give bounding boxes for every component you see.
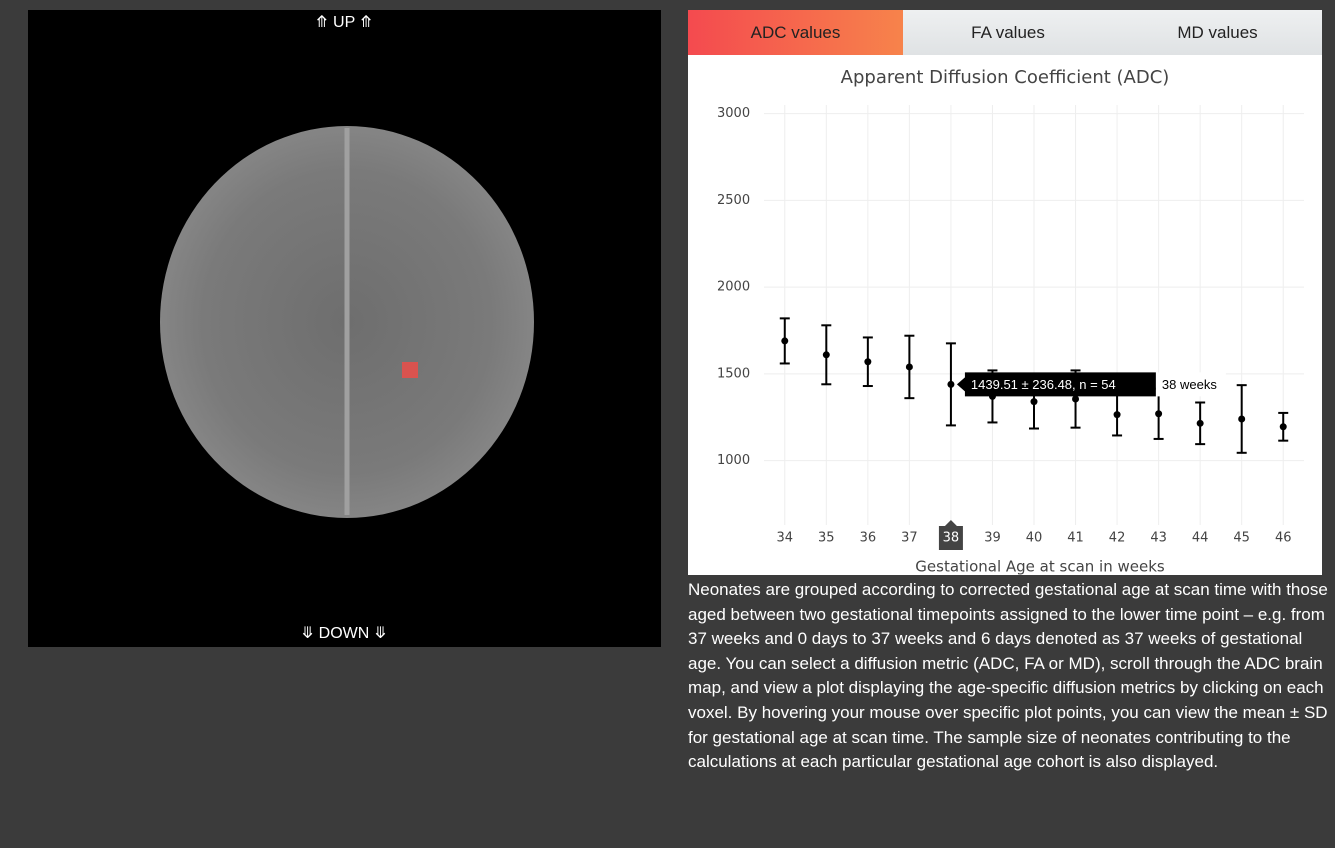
description: Neonates are grouped according to correc… [688,578,1335,775]
point [1238,415,1245,422]
point [1072,396,1079,403]
y-tick-label: 2000 [717,280,750,295]
x-tick-label: 44 [1192,531,1209,546]
hover-tick-arrow [945,520,957,526]
brain-viewer[interactable]: ⤊ UP ⤊ ⤋ DOWN ⤋ [28,10,661,647]
point [947,381,954,388]
x-tick-label: 43 [1150,531,1167,546]
point [1114,411,1121,418]
tab[interactable]: MD values [1113,10,1322,55]
point [906,363,913,370]
down-label: ⤋ DOWN ⤋ [301,625,387,642]
y-tick-label: 1500 [717,366,750,381]
plot-panel: ADC values FA values MD values Apparent … [688,10,1322,575]
y-tick-label: 2500 [717,193,750,208]
x-tick-label: 45 [1233,531,1250,546]
point [864,358,871,365]
point [1155,410,1162,417]
y-tick-label: 3000 [717,106,750,121]
x-tick-label: 36 [860,531,877,546]
up-label: ⤊ UP ⤊ [315,14,373,31]
tooltip-text: 1439.51 ± 236.48, n = 54 [971,377,1116,392]
x-tick-label: 42 [1109,531,1126,546]
x-tick-label: 37 [901,531,918,546]
x-tick-label: 34 [776,531,793,546]
page: ⤊ UP ⤊ ⤋ DOWN ⤋ ADC values FA values MD … [0,0,1335,848]
x-tick-label: 39 [984,531,1001,546]
tab[interactable]: FA values [903,10,1113,55]
x-tick-label: 40 [1026,531,1043,546]
tooltip-label: 38 weeks [1162,377,1217,392]
tab[interactable]: ADC values [688,10,903,55]
brain-image: ⤊ UP ⤊ ⤋ DOWN ⤋ [28,10,661,647]
x-tick-label: 38 [943,531,960,546]
point [1280,423,1287,430]
chart: Apparent Diffusion Coefficient (ADC) Gest… [688,55,1322,575]
point [1031,398,1038,405]
point [781,337,788,344]
point [823,351,830,358]
x-tick-label: 41 [1067,531,1084,546]
x-axis-title: Gestational Age at scan in weeks [915,558,1165,576]
selected-voxel[interactable] [402,362,418,378]
x-tick-label: 35 [818,531,835,546]
point [1197,420,1204,427]
x-tick-label: 46 [1275,531,1292,546]
y-tick-label: 1000 [717,453,750,468]
chart-title: Apparent Diffusion Coefficient (ADC) [841,67,1170,88]
